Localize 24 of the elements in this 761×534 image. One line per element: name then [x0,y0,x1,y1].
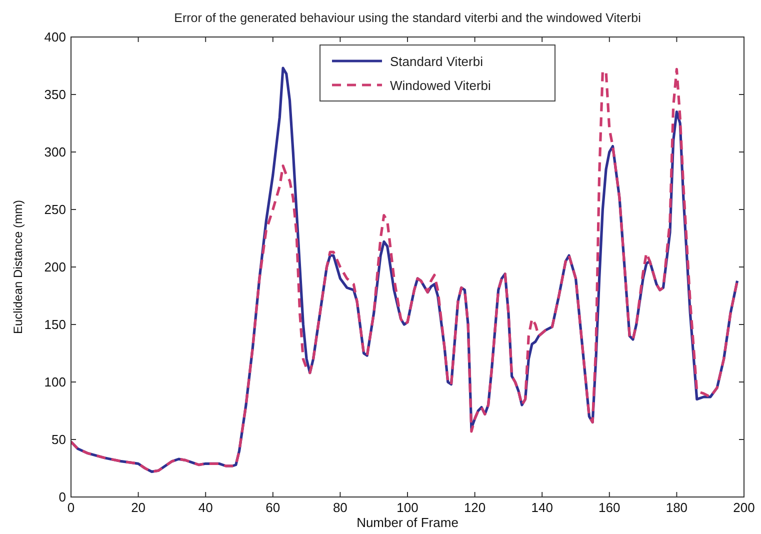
y-tick-label: 0 [58,490,66,504]
x-tick-label: 120 [464,500,486,515]
x-tick-label: 200 [733,500,755,515]
y-tick-label: 150 [44,317,66,332]
y-tick-label: 350 [44,87,66,102]
x-tick-label: 160 [598,500,620,515]
x-tick-label: 40 [198,500,213,515]
y-tick-label: 400 [44,30,66,44]
x-tick-label: 100 [396,500,418,515]
x-tick-label: 20 [131,500,146,515]
y-tick-label: 50 [52,432,66,447]
y-tick-label: 300 [44,144,66,160]
x-tick-label: 180 [666,500,688,515]
x-axis-title: Number of Frame [356,515,458,530]
legend-label: Standard Viterbi [390,54,484,69]
y-tick-label: 250 [44,202,66,217]
y-tick-label: 100 [44,374,66,390]
x-tick-label: 60 [266,500,280,515]
x-tick-label: 140 [531,500,553,515]
x-tick-label: 80 [332,500,348,515]
legend-label: Windowed Viterbi [390,78,492,93]
y-axis-title: Euclidean Distance (mm) [11,200,25,334]
y-tick-label: 200 [44,260,66,274]
chart-title: Error of the generated behaviour using the standard viterbi and the windowed Viterbi [174,11,641,25]
